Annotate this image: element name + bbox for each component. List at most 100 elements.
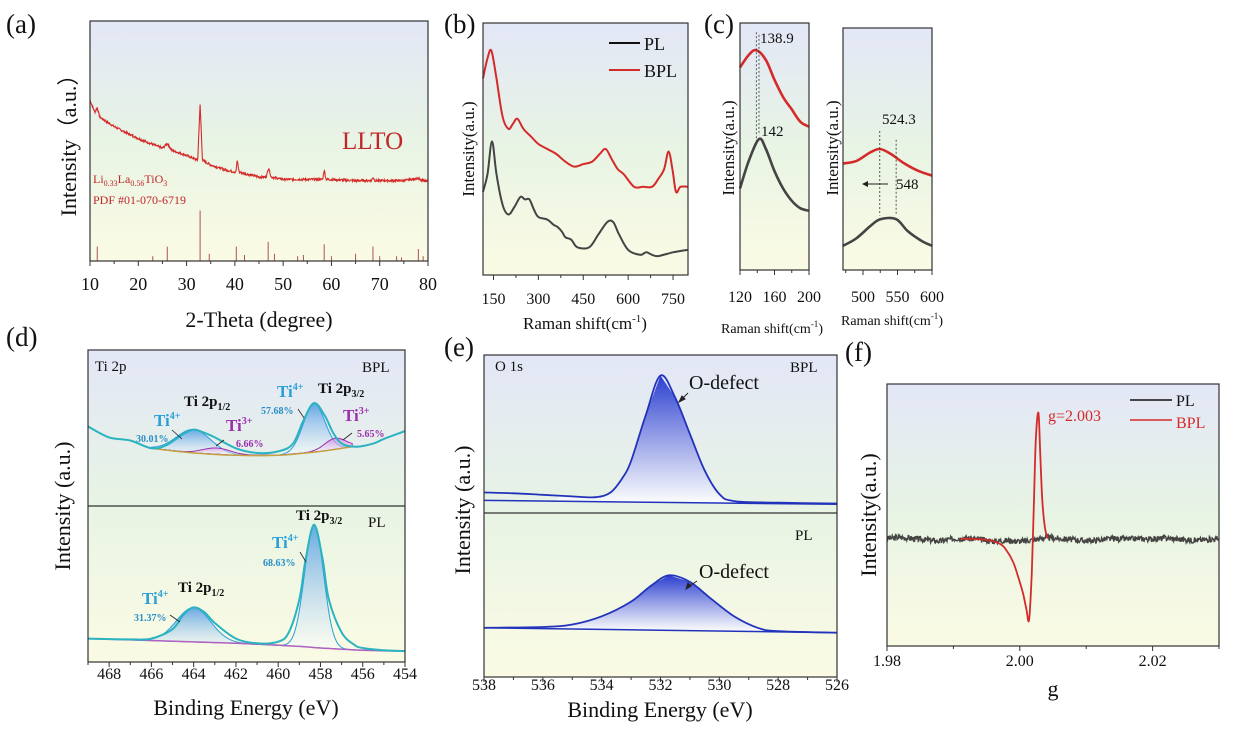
a-x-tick-label: 40 bbox=[226, 274, 244, 294]
c-right-y-axis-label: Intensity(a.u.) bbox=[823, 100, 842, 195]
d-bpl-label: BPL bbox=[362, 360, 390, 376]
c-shift-arrowhead bbox=[862, 181, 868, 187]
d-bpl-ti3-12-percent: 6.66% bbox=[236, 439, 264, 450]
d-pl-label: PL bbox=[368, 515, 386, 531]
d-pl-ti4-12-percent: 31.37% bbox=[134, 613, 167, 624]
c-left-series-pl bbox=[738, 137, 810, 212]
e-bpl-envelope bbox=[483, 374, 838, 505]
c-left-x-axis-label: Raman shift(cm-1) bbox=[721, 319, 823, 337]
b-x-tick-label: 600 bbox=[616, 291, 640, 308]
f-x-tick-label: 2.02 bbox=[1139, 653, 1167, 670]
e-pl-label: PL bbox=[795, 528, 813, 544]
panel-label-e: (e) bbox=[444, 332, 474, 362]
e-pl-envelope bbox=[483, 574, 838, 634]
b-x-axis-label: Raman shift(cm-1) bbox=[523, 313, 647, 333]
d-pl-ti4-12-label: Ti4+ bbox=[142, 589, 169, 608]
e-arrows bbox=[677, 392, 698, 591]
d-bpl-ti4-12-label: Ti4+ bbox=[154, 411, 181, 430]
d-x-tick-label: 456 bbox=[351, 666, 375, 683]
d-bpl-ti2p12-label: Ti 2p1/2 bbox=[184, 394, 230, 413]
c-left-x-tick-label: 120 bbox=[728, 289, 752, 306]
f-legend-pl: PL bbox=[1176, 393, 1195, 410]
c-left-x-tick-label: 200 bbox=[797, 289, 821, 306]
d-bpl-background bbox=[151, 445, 353, 457]
c-right-axes-frame bbox=[842, 27, 933, 271]
plots-layer: 10 20 30 40 50 60 70 80 150 300 450 600 750 120 160 200… bbox=[81, 20, 1220, 694]
c-left-series-bpl bbox=[738, 48, 810, 128]
d-pl-ti2p32-label: Ti 2p3/2 bbox=[296, 508, 342, 527]
d-leader-lines bbox=[169, 408, 353, 623]
a-x-axis-label: 2-Theta (degree) bbox=[185, 307, 332, 332]
d-pl-ti4-32-label: Ti4+ bbox=[272, 533, 299, 552]
e-x-tick-label: 532 bbox=[649, 677, 673, 694]
e-bpl-o-defect-area bbox=[557, 375, 779, 504]
d-pl-envelope bbox=[87, 523, 406, 653]
f-axes-frame bbox=[886, 383, 1220, 647]
e-bpl-label: BPL bbox=[790, 360, 818, 376]
d-x-tick-label: 454 bbox=[393, 666, 417, 683]
f-plot-area bbox=[887, 384, 1219, 646]
a-x-tick-label: 20 bbox=[129, 274, 147, 294]
e-x-tick-label: 536 bbox=[531, 677, 555, 694]
a-x-tick-label: 60 bbox=[322, 274, 340, 294]
b-x-tick-label: 750 bbox=[661, 291, 685, 308]
b-x-tick-label: 150 bbox=[481, 291, 505, 308]
e-x-tick-label: 538 bbox=[472, 677, 496, 694]
f-g-value-annotation: g=2.003 bbox=[1048, 408, 1101, 425]
d-pl-ti2p12-label: Ti 2p1/2 bbox=[178, 580, 224, 599]
b-plot-area bbox=[483, 23, 688, 275]
a-sample-label: LLTO bbox=[342, 128, 403, 155]
e-pl-odefect-label: O-defect bbox=[699, 561, 769, 583]
c-left-y-axis-label: Intensity(a.u.) bbox=[719, 100, 738, 195]
c-right-x-tick-label: 600 bbox=[920, 289, 944, 306]
e-x-tick-label: 534 bbox=[590, 677, 614, 694]
d-bpl-ti3-12-label: Ti3+ bbox=[226, 416, 253, 435]
a-x-tick-label: 80 bbox=[419, 274, 437, 294]
c-left-plot-area bbox=[740, 23, 809, 270]
c-annotation-138-9: 138.9 bbox=[760, 31, 794, 47]
b-series-bpl bbox=[482, 48, 689, 194]
d-bpl-envelope bbox=[87, 402, 406, 455]
b-y-axis-label: Intensity(a.u.) bbox=[459, 101, 478, 196]
d-bpl-ti2p32-label: Ti 2p3/2 bbox=[318, 381, 364, 400]
c-annotation-548: 548 bbox=[896, 177, 919, 193]
f-y-axis-label: Intensity(a.u.) bbox=[856, 453, 881, 576]
a-x-tick-label: 50 bbox=[274, 274, 292, 294]
e-x-tick-label: 530 bbox=[707, 677, 731, 694]
f-x-tick-label: 2.00 bbox=[1006, 653, 1034, 670]
b-axes-frame bbox=[482, 22, 689, 276]
panel-label-f: (f) bbox=[845, 337, 872, 367]
e-x-axis-label: Binding Energy (eV) bbox=[567, 697, 752, 722]
d-x-tick-label: 458 bbox=[308, 666, 332, 683]
f-series-bpl bbox=[960, 411, 1049, 623]
d-pl-background bbox=[87, 637, 406, 652]
b-legend-bpl: BPL bbox=[644, 61, 677, 81]
b-x-tick-label: 450 bbox=[571, 291, 595, 308]
d-x-tick-label: 460 bbox=[266, 666, 290, 683]
d-x-tick-label: 466 bbox=[139, 666, 163, 683]
c-annotation-142: 142 bbox=[761, 124, 784, 140]
c-right-series-bpl bbox=[842, 147, 933, 177]
e-pl-o-defect-area bbox=[557, 575, 779, 632]
b-legend-pl: PL bbox=[644, 34, 665, 54]
b-series-pl bbox=[482, 140, 689, 258]
c-right-plot-area bbox=[843, 28, 932, 270]
e-bpl-odefect-label: O-defect bbox=[689, 372, 759, 394]
d-x-axis-label: Binding Energy (eV) bbox=[153, 695, 338, 720]
c-right-series-pl bbox=[842, 216, 933, 247]
b-x-tick-label: 300 bbox=[526, 291, 550, 308]
d-region-label: Ti 2p bbox=[95, 359, 127, 375]
a-y-axis-label: Intensity（a.u.） bbox=[56, 64, 81, 217]
a-ref-formula: Li0.33La0.56TiO3 bbox=[93, 172, 167, 188]
f-series-pl bbox=[886, 532, 1220, 546]
panel-label-a: (a) bbox=[6, 9, 36, 39]
d-x-tick-label: 464 bbox=[182, 666, 206, 683]
panel-label-c: (c) bbox=[704, 9, 734, 39]
e-x-tick-label: 526 bbox=[825, 677, 849, 694]
f-legend-bpl: BPL bbox=[1176, 415, 1205, 432]
e-x-tick-label: 528 bbox=[766, 677, 790, 694]
d-x-tick-label: 462 bbox=[224, 666, 248, 683]
a-ref-pdf: PDF #01-070-6719 bbox=[93, 193, 186, 207]
f-x-tick-label: 1.98 bbox=[873, 653, 901, 670]
